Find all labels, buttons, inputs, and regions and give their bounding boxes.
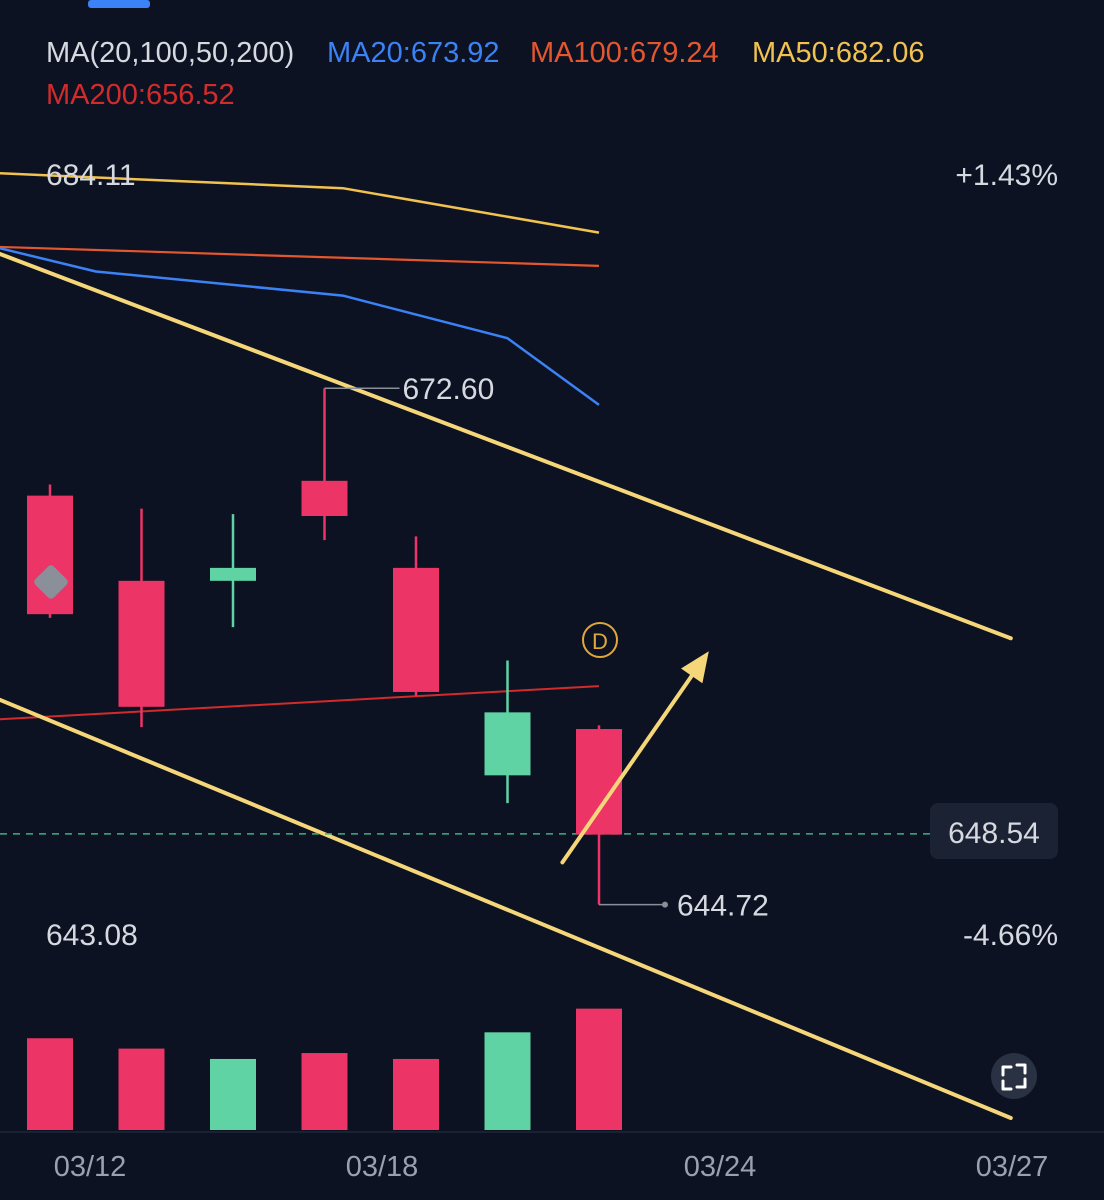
ma100-legend: MA100:679.24 xyxy=(530,37,719,69)
volume-bar xyxy=(210,1058,256,1130)
ma20-legend: MA20:673.92 xyxy=(327,37,500,69)
channel-lower-line xyxy=(0,697,1013,1120)
price-markers: 672.60 644.72 xyxy=(324,373,769,923)
x-tick-label: 03/24 xyxy=(684,1151,757,1183)
high-marker-label: 672.60 xyxy=(403,373,495,406)
volume-bar xyxy=(576,1008,622,1130)
bottom-price-label: 643.08 xyxy=(46,919,138,952)
candle-body xyxy=(576,729,622,835)
x-tick-label: 03/27 xyxy=(976,1151,1049,1183)
x-tick-label: 03/12 xyxy=(54,1151,127,1183)
top-price-label: 684.11 xyxy=(46,159,136,192)
ma20-line xyxy=(0,246,600,406)
dividend-badge-label: D xyxy=(592,629,608,654)
volume-bar xyxy=(393,1058,439,1130)
current-price-label: 648.54 xyxy=(948,817,1040,850)
ma100-line xyxy=(0,245,600,267)
channel-upper-line xyxy=(0,251,1013,641)
candle-body xyxy=(301,480,348,517)
dividend-badge-icon[interactable] xyxy=(582,622,618,658)
candle-body xyxy=(210,567,256,581)
volume-bar xyxy=(118,1048,165,1130)
ma50-legend: MA50:682.06 xyxy=(752,37,925,69)
candle-body xyxy=(484,712,531,776)
top-pct-label: +1.43% xyxy=(955,159,1058,192)
candle-body xyxy=(118,580,165,707)
volume-bar xyxy=(27,1038,73,1130)
current-price-tag xyxy=(930,803,1058,859)
low-marker-label: 644.72 xyxy=(677,890,769,923)
low-marker-dot xyxy=(662,901,668,908)
ma-legend-title: MA(20,100,50,200) xyxy=(46,37,294,69)
expand-icon[interactable] xyxy=(991,1053,1037,1099)
diamond-icon[interactable] xyxy=(33,564,70,601)
volume-bar xyxy=(301,1053,348,1130)
trend-arrow-head xyxy=(681,651,709,684)
candle-body xyxy=(393,567,439,692)
volume-bars xyxy=(27,1008,622,1130)
x-tick-label: 03/18 xyxy=(346,1151,419,1183)
bottom-pct-label: -4.66% xyxy=(963,919,1058,952)
top-tab-indicator xyxy=(88,0,150,8)
trend-arrow-shaft xyxy=(560,673,694,865)
ma200-line xyxy=(0,685,600,721)
ma50-line xyxy=(0,172,600,234)
trend-arrow xyxy=(560,651,709,865)
candlesticks xyxy=(27,388,622,905)
volume-bar xyxy=(484,1032,531,1130)
moving-average-lines xyxy=(0,172,600,721)
trend-channel xyxy=(0,251,1013,1120)
ma200-legend: MA200:656.52 xyxy=(46,79,235,111)
